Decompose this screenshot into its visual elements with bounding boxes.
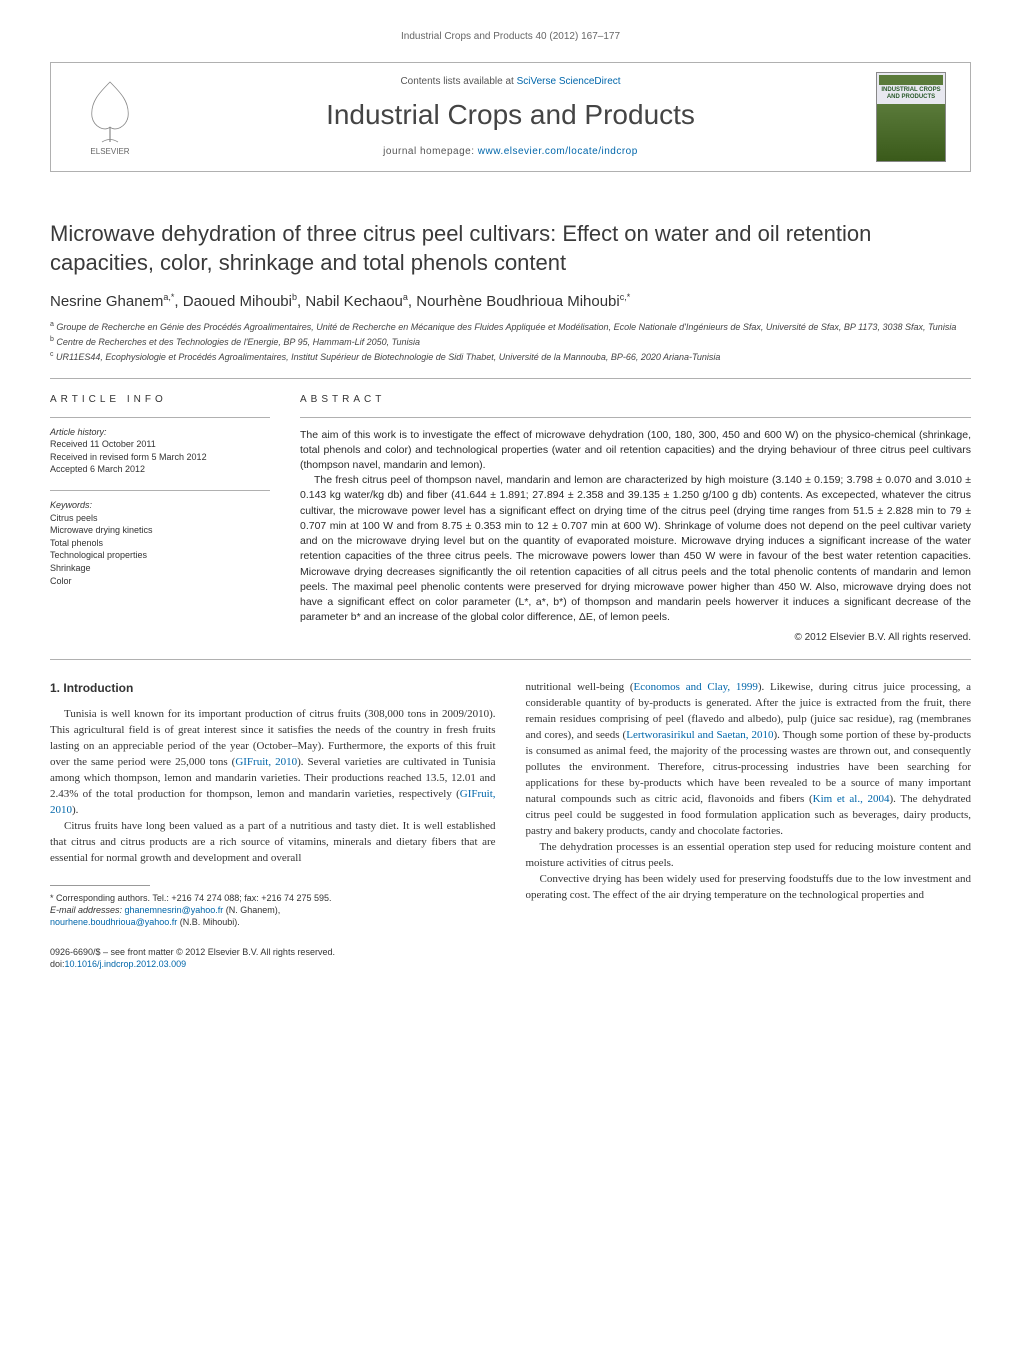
article-info-column: ARTICLE INFO Article history: Received 1… [50, 393, 270, 646]
email-line: E-mail addresses: ghanemnesrin@yahoo.fr … [50, 904, 496, 928]
keyword: Microwave drying kinetics [50, 524, 270, 537]
corresponding-footnote: * Corresponding authors. Tel.: +216 74 2… [50, 892, 496, 928]
section-number: 1. [50, 681, 60, 695]
sciencedirect-link[interactable]: SciVerse ScienceDirect [517, 76, 621, 87]
citation-link[interactable]: Economos and Clay, 1999 [634, 681, 758, 693]
history-line: Received in revised form 5 March 2012 [50, 451, 270, 464]
divider [50, 490, 270, 491]
svg-text:ELSEVIER: ELSEVIER [90, 147, 129, 156]
keywords-label: Keywords: [50, 499, 270, 512]
abstract-copyright: © 2012 Elsevier B.V. All rights reserved… [300, 631, 971, 645]
abstract-paragraph: The fresh citrus peel of thompson navel,… [300, 473, 971, 625]
article-history: Article history: Received 11 October 201… [50, 426, 270, 476]
abstract-text: The aim of this work is to investigate t… [300, 428, 971, 626]
affiliation: b Centre de Recherches et des Technologi… [50, 335, 971, 348]
cover-thumbnail: INDUSTRIAL CROPS AND PRODUCTS [866, 72, 956, 162]
front-matter-line: 0926-6690/$ – see front matter © 2012 El… [50, 946, 496, 958]
body-paragraph: The dehydration processes is an essentia… [526, 840, 972, 872]
email-link[interactable]: nourhene.boudhrioua@yahoo.fr [50, 917, 177, 927]
email-who: (N.B. Mihoubi). [177, 917, 240, 927]
keyword: Total phenols [50, 537, 270, 550]
body-paragraph: nutritional well-being (Economos and Cla… [526, 680, 972, 839]
body-right-column: nutritional well-being (Economos and Cla… [526, 680, 972, 970]
history-line: Received 11 October 2011 [50, 438, 270, 451]
homepage-line: journal homepage: www.elsevier.com/locat… [155, 145, 866, 159]
homepage-prefix: journal homepage: [383, 146, 478, 157]
citation-link[interactable]: Kim et al., 2004 [813, 793, 890, 805]
citation-link[interactable]: GIFruit, 2010 [50, 788, 496, 816]
info-abstract-row: ARTICLE INFO Article history: Received 1… [50, 393, 971, 646]
keyword: Shrinkage [50, 562, 270, 575]
divider [50, 378, 971, 379]
contents-line: Contents lists available at SciVerse Sci… [155, 75, 866, 89]
cover-thumb-image: INDUSTRIAL CROPS AND PRODUCTS [876, 72, 946, 162]
divider [300, 417, 971, 418]
body-paragraph: Citrus fruits have long been valued as a… [50, 819, 496, 867]
history-label: Article history: [50, 426, 270, 439]
citation-link[interactable]: GIFruit, 2010 [235, 756, 297, 768]
body-left-text: Tunisia is well known for its important … [50, 707, 496, 866]
citation-link[interactable]: Lertworasirikul and Saetan, 2010 [626, 729, 773, 741]
section-title: Introduction [63, 681, 133, 695]
abstract-column: ABSTRACT The aim of this work is to inve… [300, 393, 971, 646]
affiliation: a Groupe de Recherche en Génie des Procé… [50, 320, 971, 333]
email-who: (N. Ghanem), [223, 905, 280, 915]
publisher-logo: ELSEVIER [65, 77, 155, 157]
authors-line: Nesrine Ghanema,*, Daoued Mihoubib, Nabi… [50, 291, 971, 312]
banner-center: Contents lists available at SciVerse Sci… [155, 75, 866, 158]
article-info-heading: ARTICLE INFO [50, 393, 270, 407]
body-right-text: nutritional well-being (Economos and Cla… [526, 680, 972, 903]
cover-thumb-text: INDUSTRIAL CROPS AND PRODUCTS [877, 87, 945, 100]
corresponding-line: * Corresponding authors. Tel.: +216 74 2… [50, 892, 496, 904]
body-paragraph: Convective drying has been widely used f… [526, 872, 972, 904]
journal-banner: ELSEVIER Contents lists available at Sci… [50, 62, 971, 172]
doi-link[interactable]: 10.1016/j.indcrop.2012.03.009 [65, 959, 187, 969]
affiliations: a Groupe de Recherche en Génie des Procé… [50, 320, 971, 363]
footnote-separator [50, 885, 150, 886]
footer-block: 0926-6690/$ – see front matter © 2012 El… [50, 946, 496, 970]
journal-name: Industrial Crops and Products [155, 95, 866, 134]
keyword: Citrus peels [50, 512, 270, 525]
abstract-paragraph: The aim of this work is to investigate t… [300, 428, 971, 474]
keyword: Color [50, 575, 270, 588]
divider [50, 417, 270, 418]
history-line: Accepted 6 March 2012 [50, 463, 270, 476]
affiliation: c UR11ES44, Ecophysiologie et Procédés A… [50, 350, 971, 363]
doi-line: doi:10.1016/j.indcrop.2012.03.009 [50, 958, 496, 970]
email-link[interactable]: ghanemnesrin@yahoo.fr [125, 905, 224, 915]
body-left-column: 1. Introduction Tunisia is well known fo… [50, 680, 496, 970]
elsevier-tree-icon: ELSEVIER [80, 77, 140, 157]
homepage-link[interactable]: www.elsevier.com/locate/indcrop [478, 146, 638, 157]
article-title: Microwave dehydration of three citrus pe… [50, 220, 971, 277]
email-label: E-mail addresses: [50, 905, 125, 915]
body-paragraph: Tunisia is well known for its important … [50, 707, 496, 819]
keyword: Technological properties [50, 549, 270, 562]
doi-label: doi: [50, 959, 65, 969]
running-head: Industrial Crops and Products 40 (2012) … [50, 30, 971, 44]
abstract-heading: ABSTRACT [300, 393, 971, 407]
keywords-block: Keywords: Citrus peelsMicrowave drying k… [50, 499, 270, 587]
section-heading: 1. Introduction [50, 680, 496, 697]
contents-prefix: Contents lists available at [400, 76, 516, 87]
divider [50, 659, 971, 660]
body-columns: 1. Introduction Tunisia is well known fo… [50, 680, 971, 970]
